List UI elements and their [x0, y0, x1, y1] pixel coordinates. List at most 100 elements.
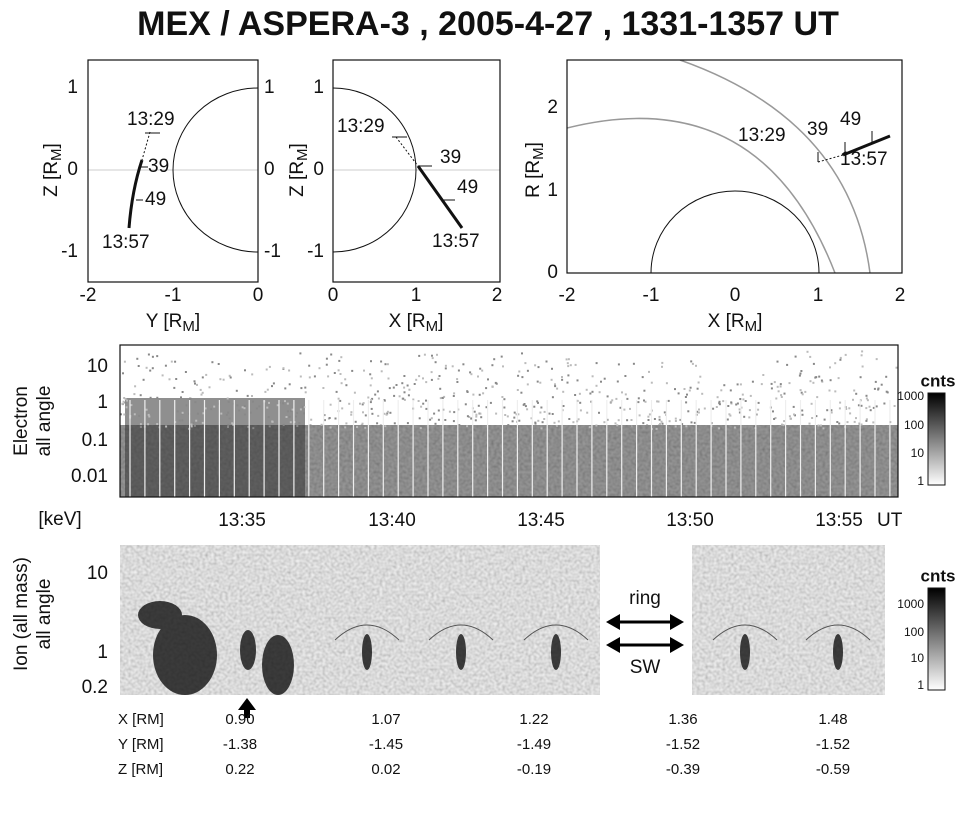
count-dot: [267, 416, 270, 419]
count-dot: [201, 421, 204, 424]
count-dot: [139, 426, 142, 428]
count-dot: [513, 411, 516, 414]
count-dot: [457, 369, 460, 372]
count-dot: [814, 376, 817, 379]
count-dot: [330, 353, 333, 356]
count-dot: [861, 365, 864, 368]
count-dot: [133, 413, 136, 416]
colorbar-tick: 1000: [897, 597, 924, 611]
count-dot: [679, 418, 682, 421]
ion-feature: [456, 634, 466, 670]
count-dot: [576, 379, 579, 382]
orbit-panel: 13:29 39 49 13:57 1 0 -1 1 0 -1 -2 -1 0 …: [41, 59, 281, 335]
count-dot: [501, 396, 504, 398]
count-dot: [328, 417, 331, 419]
count-dot: [309, 424, 312, 427]
count-dot: [684, 396, 687, 398]
count-dot: [491, 385, 494, 388]
count-dot: [504, 414, 507, 416]
count-dot: [190, 425, 193, 428]
count-dot: [668, 420, 671, 423]
count-dot: [436, 353, 438, 356]
count-dot: [661, 422, 664, 425]
count-dot: [243, 413, 246, 416]
count-dot: [380, 360, 383, 363]
count-dot: [268, 401, 270, 404]
count-dot: [473, 410, 476, 413]
count-dot: [480, 416, 483, 419]
count-dot: [493, 358, 496, 361]
x-axis-label: X [RM]: [389, 311, 444, 335]
count-dot: [578, 425, 581, 428]
count-dot: [893, 405, 896, 407]
count-dot: [873, 387, 876, 390]
count-dot: [801, 393, 804, 396]
count-dot: [200, 393, 203, 396]
count-dot: [139, 394, 142, 397]
count-dot: [686, 393, 688, 396]
count-dot: [452, 395, 455, 397]
count-dot: [806, 350, 809, 353]
count-dot: [816, 396, 819, 399]
count-dot: [241, 406, 244, 409]
count-dot: [537, 401, 539, 404]
count-dot: [247, 425, 250, 428]
count-dot: [683, 388, 686, 390]
position-value: 0.22: [225, 761, 254, 778]
count-dot: [844, 353, 847, 356]
count-dot: [341, 407, 344, 410]
count-dot: [303, 406, 306, 409]
count-dot: [145, 408, 148, 411]
count-dot: [475, 415, 478, 418]
count-dot: [779, 385, 782, 388]
count-dot: [227, 423, 230, 426]
count-dot: [621, 391, 623, 394]
count-dot: [812, 362, 815, 365]
count-dot: [255, 407, 258, 410]
count-dot: [647, 415, 650, 418]
count-dot: [567, 365, 570, 368]
count-dot: [855, 392, 858, 395]
colorbar-title: cnts: [921, 371, 956, 390]
count-dot: [647, 419, 650, 421]
count-dot: [677, 392, 680, 395]
count-dot: [755, 413, 758, 416]
count-dot: [413, 383, 416, 385]
count-dot: [714, 427, 717, 429]
y-axis-label: Ion (all mass): [11, 557, 32, 671]
count-dot: [566, 381, 569, 384]
ion-feature: [833, 634, 843, 670]
count-dot: [591, 375, 594, 378]
count-dot: [175, 378, 178, 380]
count-dot: [648, 413, 651, 416]
count-dot: [621, 426, 624, 429]
count-dot: [637, 397, 640, 400]
count-dot: [868, 405, 871, 408]
count-dot: [526, 383, 529, 386]
count-dot: [370, 398, 373, 401]
count-dot: [329, 426, 332, 429]
count-dot: [142, 378, 145, 381]
count-dot: [555, 425, 558, 427]
count-dot: [658, 418, 661, 421]
count-dot: [437, 409, 440, 412]
count-dot: [301, 405, 304, 408]
y-tick-label: -1: [61, 241, 78, 262]
count-dot: [554, 385, 557, 388]
count-dot: [408, 388, 411, 391]
count-dot: [402, 397, 405, 400]
count-dot: [337, 369, 340, 372]
count-dot: [748, 416, 751, 419]
count-dot: [469, 371, 472, 374]
count-dot: [393, 394, 396, 397]
count-dot: [196, 383, 198, 386]
count-dot: [439, 387, 442, 390]
count-dot: [572, 421, 575, 424]
position-value: -0.19: [517, 761, 551, 778]
count-dot: [551, 396, 554, 399]
count-dot: [775, 397, 778, 400]
count-dot: [156, 423, 159, 425]
count-dot: [443, 395, 446, 398]
count-dot: [430, 371, 433, 374]
count-dot: [656, 400, 659, 403]
